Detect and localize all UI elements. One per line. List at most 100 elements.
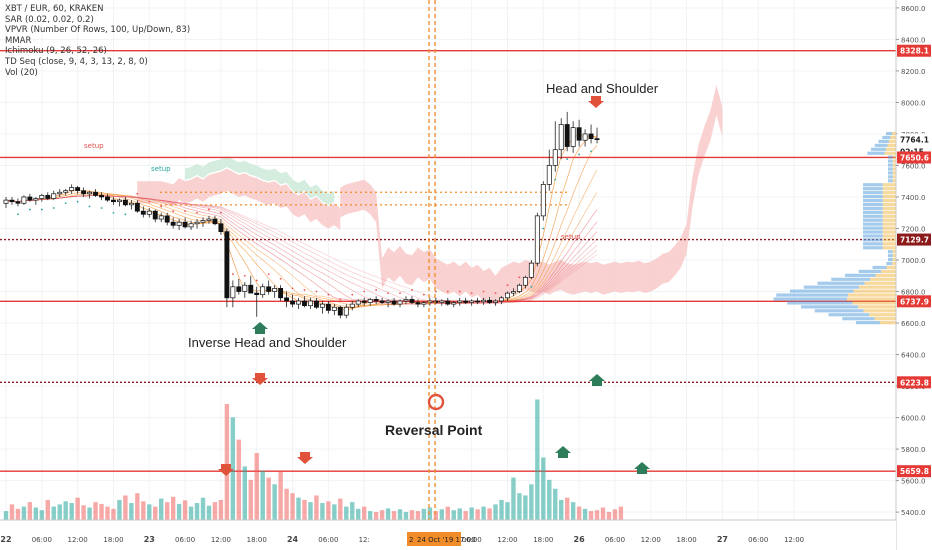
- volume-bar: [218, 499, 224, 520]
- indicator-mmar[interactable]: MMAR: [5, 35, 32, 46]
- vp-up: [863, 234, 883, 238]
- candle-body: [558, 124, 564, 151]
- candle: [33, 196, 39, 205]
- indicator-vpvr[interactable]: VPVR (Number Of Rows, 100, Up/Down, 83): [5, 25, 191, 36]
- volume-bar: [176, 503, 182, 520]
- volume-bar: [15, 508, 21, 520]
- indicator-sar[interactable]: SAR (0.02, 0.02, 0.2): [5, 14, 94, 25]
- sar-dot: [518, 276, 521, 279]
- candle: [499, 296, 504, 305]
- vp-down: [882, 222, 896, 226]
- candle-body: [122, 199, 128, 206]
- volume-bar: [511, 477, 516, 520]
- vp-up: [858, 269, 882, 274]
- candle-body: [564, 124, 570, 147]
- sar-dot: [243, 274, 246, 277]
- x-tick-label: 12:00: [68, 536, 88, 544]
- cursor-label: 24 Oct '19 17:00: [417, 536, 476, 544]
- arrow-down-icon: [588, 96, 604, 108]
- vp-down: [892, 171, 896, 175]
- symbol-title[interactable]: XBT / EUR, 60, KRAKEN: [5, 4, 104, 14]
- volume-bar: [505, 502, 510, 520]
- vp-down: [882, 246, 896, 250]
- candle-body: [9, 199, 15, 203]
- candle: [355, 299, 361, 308]
- candle-body: [397, 300, 403, 305]
- sar-dot: [590, 150, 592, 153]
- volume-bar: [421, 508, 427, 520]
- volume-profile: [773, 131, 896, 325]
- volume-bar: [87, 507, 92, 520]
- price-label-bg: [897, 133, 931, 146]
- candle-body: [57, 191, 63, 195]
- price-label-bg: [897, 44, 931, 57]
- volume-bar: [553, 488, 558, 520]
- vp-up: [878, 139, 889, 144]
- volume-bar: [451, 510, 456, 520]
- vp-down: [892, 175, 896, 179]
- volume-bar: [356, 508, 361, 520]
- candle-body: [39, 195, 45, 199]
- vp-down: [858, 305, 896, 309]
- vp-down: [886, 265, 896, 270]
- vp-up: [842, 317, 875, 321]
- volume-bar: [99, 503, 104, 520]
- vp-down: [882, 210, 896, 214]
- candle: [51, 190, 57, 201]
- candle-body: [21, 196, 27, 204]
- candle-body: [546, 165, 552, 185]
- volume-bar: [618, 506, 624, 520]
- indicator-td-seq[interactable]: TD Seq (close, 9, 4, 3, 13, 2, 8, 0): [5, 56, 148, 67]
- sar-dot: [160, 205, 163, 208]
- y-tick-label: 6800.0: [901, 289, 926, 297]
- candle: [188, 220, 194, 231]
- volume-bar: [39, 510, 45, 520]
- vp-up: [888, 175, 893, 179]
- vp-down: [882, 206, 896, 210]
- volume-bar: [332, 504, 337, 520]
- volume-bar: [242, 466, 247, 520]
- volume-bar: [284, 488, 289, 520]
- price-label-bg: [897, 295, 931, 308]
- sar-dot: [112, 211, 115, 214]
- candle-body: [540, 184, 546, 217]
- candle-body: [427, 300, 433, 303]
- x-tick-label: 12:00: [211, 536, 231, 544]
- sar-dot: [434, 290, 437, 293]
- reversal-icon: [427, 393, 445, 411]
- volume-bar: [576, 506, 582, 520]
- vp-down: [874, 317, 896, 321]
- vp-up: [863, 194, 883, 199]
- candle-body: [254, 292, 260, 296]
- indicator-ichimoku[interactable]: Ichimoku (9, 26, 52, 26): [5, 46, 107, 57]
- price-label-bg: [897, 376, 931, 389]
- volume-bar: [260, 470, 265, 520]
- indicator-vol[interactable]: Vol (20): [5, 67, 38, 78]
- price-label-bg: [897, 233, 931, 246]
- candle-body: [493, 300, 498, 303]
- candle: [260, 283, 266, 298]
- vp-up: [863, 191, 883, 195]
- vp-up: [814, 309, 864, 313]
- candle: [182, 217, 188, 229]
- vp-down: [882, 234, 896, 238]
- sar-dot: [124, 213, 127, 216]
- candle: [116, 198, 122, 207]
- y-tick-label: 6400.0: [901, 352, 926, 360]
- candle: [248, 275, 254, 294]
- x-tick-label: 06:00: [462, 536, 482, 544]
- candle-body: [337, 306, 343, 316]
- vp-down: [892, 261, 896, 266]
- candle-body: [528, 262, 534, 278]
- candle: [254, 286, 260, 317]
- y-tick-label: 7000.0: [901, 257, 926, 265]
- sar-dot: [208, 208, 210, 211]
- candle: [57, 189, 63, 197]
- candle: [128, 200, 134, 210]
- candle-body: [134, 202, 140, 212]
- vp-up: [803, 285, 860, 289]
- y-tick-label: 8600.0: [901, 5, 926, 13]
- candle-body: [481, 299, 487, 303]
- sar-dot: [315, 290, 318, 293]
